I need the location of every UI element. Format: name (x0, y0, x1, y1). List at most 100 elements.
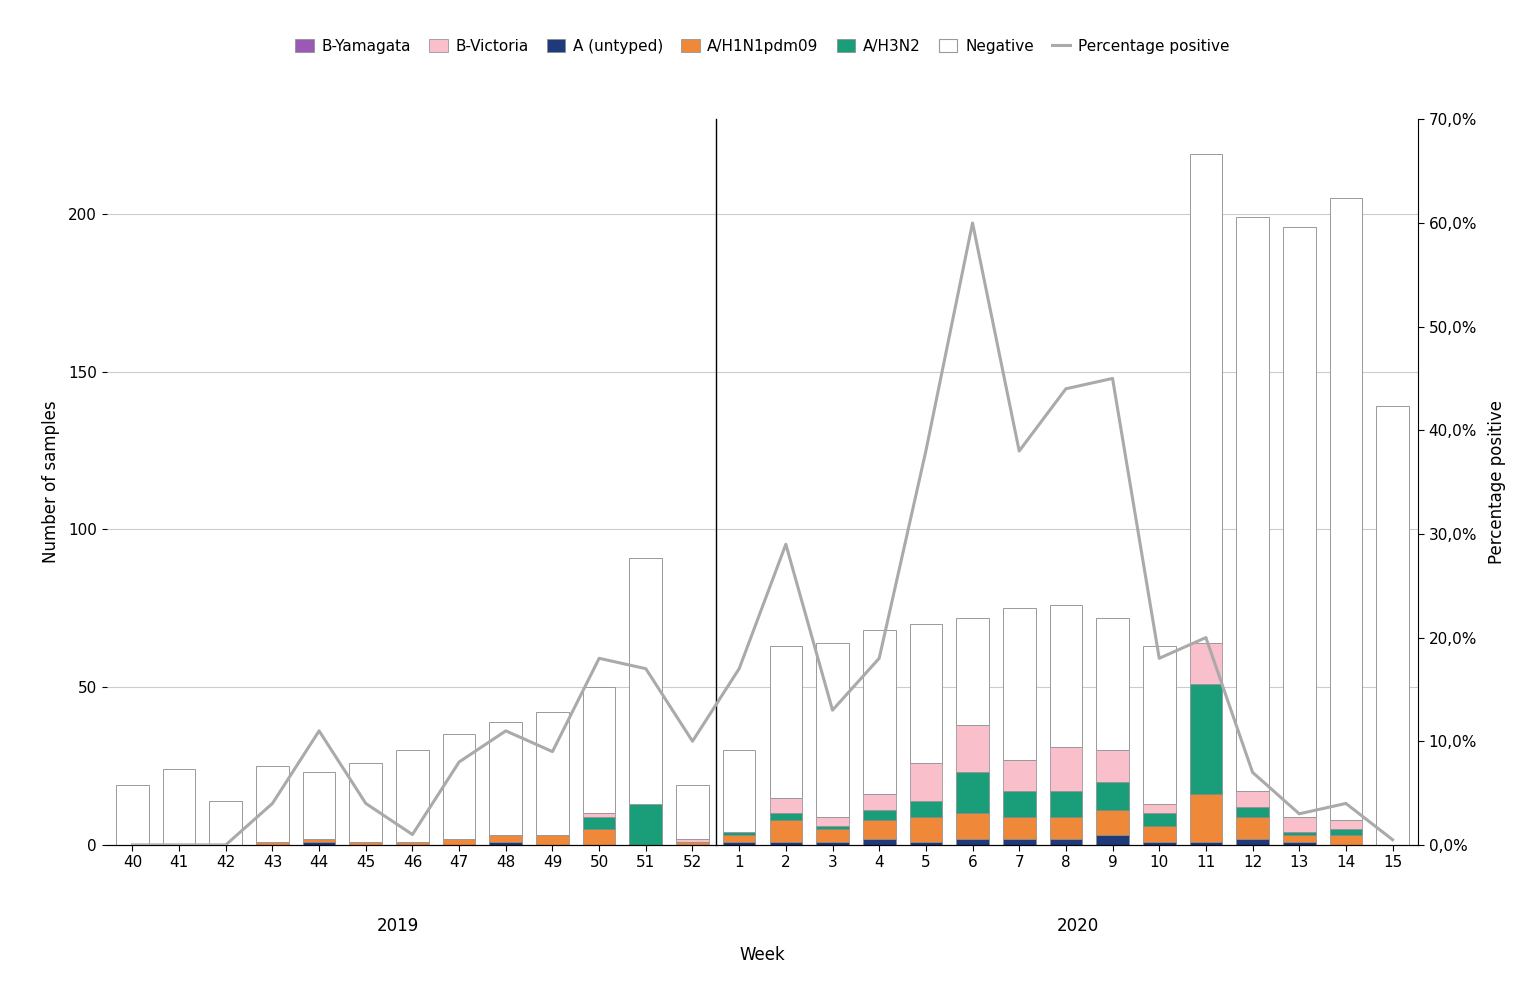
Bar (1190, 794, 1222, 842)
Bar (956, 839, 988, 845)
Bar (816, 643, 849, 816)
Bar (583, 813, 616, 816)
Bar (1283, 842, 1316, 845)
Bar (770, 820, 802, 842)
Bar (723, 835, 755, 842)
Bar (537, 713, 569, 835)
Bar (770, 797, 802, 813)
Bar (1003, 608, 1035, 759)
Bar (1237, 217, 1269, 791)
Bar (816, 816, 849, 826)
Bar (1049, 747, 1083, 791)
Bar (490, 722, 522, 835)
Bar (770, 813, 802, 820)
Bar (1096, 835, 1128, 845)
Bar (490, 835, 522, 842)
Bar (116, 785, 149, 845)
Bar (1142, 813, 1176, 826)
Bar (396, 842, 429, 845)
Bar (209, 801, 242, 845)
Bar (676, 839, 709, 842)
Bar (956, 617, 988, 725)
Bar (1003, 759, 1035, 791)
Bar (583, 816, 616, 829)
Bar (1237, 791, 1269, 807)
Bar (770, 842, 802, 845)
Bar (676, 785, 709, 839)
Bar (630, 558, 662, 804)
Bar (1096, 617, 1128, 750)
Bar (863, 794, 895, 810)
Bar (256, 842, 288, 845)
Bar (442, 839, 476, 845)
Bar (723, 842, 755, 845)
Bar (303, 842, 336, 845)
Bar (909, 624, 942, 762)
Bar (909, 842, 942, 845)
Bar (1142, 842, 1176, 845)
Bar (1330, 820, 1362, 829)
Bar (863, 630, 895, 794)
Bar (723, 832, 755, 835)
Bar (909, 762, 942, 801)
Bar (1283, 227, 1316, 816)
Y-axis label: Percentage positive: Percentage positive (1488, 401, 1507, 564)
Bar (1190, 643, 1222, 684)
Bar (303, 772, 336, 839)
Bar (816, 826, 849, 829)
Bar (490, 842, 522, 845)
Bar (1283, 835, 1316, 842)
Bar (537, 835, 569, 845)
Bar (396, 750, 429, 842)
Bar (909, 801, 942, 816)
Bar (1049, 791, 1083, 816)
Bar (1283, 832, 1316, 835)
Bar (630, 804, 662, 845)
Bar (1283, 816, 1316, 832)
Bar (1049, 816, 1083, 839)
Bar (583, 829, 616, 845)
Bar (863, 810, 895, 820)
Bar (1096, 810, 1128, 835)
Bar (1237, 816, 1269, 839)
Bar (349, 842, 383, 845)
Bar (1330, 829, 1362, 835)
Bar (1237, 839, 1269, 845)
Bar (583, 687, 616, 813)
Legend: B-Yamagata, B-Victoria, A (untyped), A/H1N1pdm09, A/H3N2, Negative, Percentage p: B-Yamagata, B-Victoria, A (untyped), A/H… (290, 33, 1235, 60)
Bar (1330, 835, 1362, 845)
Bar (1049, 839, 1083, 845)
Bar (816, 842, 849, 845)
Bar (1142, 826, 1176, 842)
Bar (909, 816, 942, 842)
Bar (1330, 198, 1362, 820)
Bar (956, 813, 988, 839)
Bar (863, 820, 895, 839)
Bar (349, 762, 383, 842)
Bar (863, 839, 895, 845)
Bar (163, 769, 195, 845)
Bar (1190, 842, 1222, 845)
Bar (816, 829, 849, 842)
Bar (256, 766, 288, 842)
Bar (442, 735, 476, 839)
Bar (956, 725, 988, 772)
Bar (1049, 605, 1083, 747)
Bar (1237, 807, 1269, 816)
Bar (1142, 804, 1176, 813)
Bar (723, 750, 755, 832)
Bar (1003, 816, 1035, 839)
Bar (676, 842, 709, 845)
Bar (1096, 750, 1128, 782)
Bar (956, 772, 988, 813)
Y-axis label: Number of samples: Number of samples (41, 401, 59, 564)
Bar (1190, 684, 1222, 794)
Bar (303, 839, 336, 842)
Bar (1190, 154, 1222, 643)
Text: Week: Week (740, 946, 785, 964)
Bar (1142, 646, 1176, 804)
Text: 2019: 2019 (377, 917, 419, 935)
Bar (1096, 782, 1128, 810)
Bar (770, 646, 802, 797)
Bar (1376, 407, 1409, 845)
